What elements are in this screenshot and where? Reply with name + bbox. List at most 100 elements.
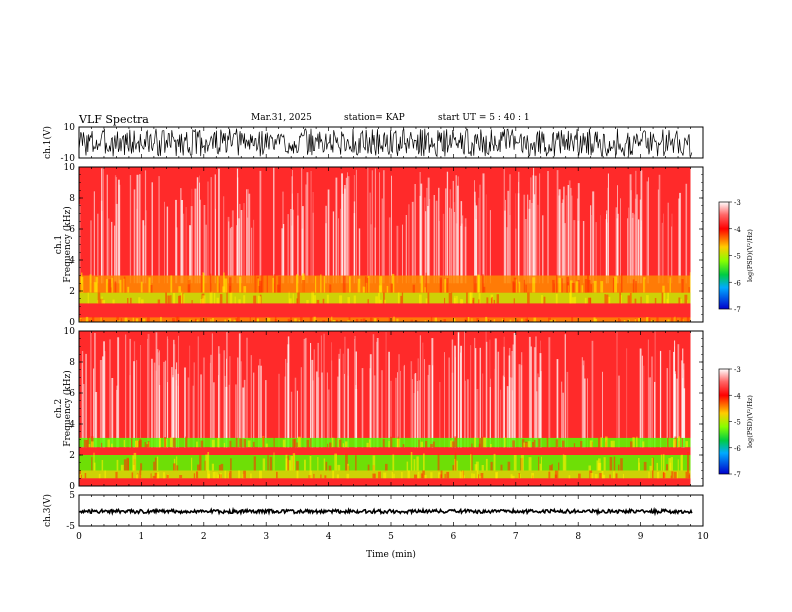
ch1-spectrogram-texture-streak xyxy=(189,225,192,284)
ch2-spectrogram-band-texture xyxy=(80,474,82,479)
ch2-spectrogram-band-texture xyxy=(680,454,683,471)
ch2-spectrogram-texture-streak xyxy=(376,341,378,448)
ch2-spectrogram-texture-streak xyxy=(347,348,349,448)
ch1-spectrogram-band-texture xyxy=(593,280,597,293)
ch2-spectrogram-band-texture xyxy=(666,464,669,471)
ch2-spectrogram-band-texture xyxy=(521,439,525,448)
ch1-spectrogram-band-texture xyxy=(311,291,314,304)
ch1-spectrogram-band-texture xyxy=(584,279,588,293)
ch2-spectrogram-band-texture xyxy=(402,444,405,448)
ch1-spectrogram-band-texture xyxy=(600,281,604,293)
ch2-spectrogram-texture-streak xyxy=(171,367,173,448)
time-tick-label: 10 xyxy=(697,532,709,542)
ch2-spectrogram-texture-streak xyxy=(285,358,287,448)
ch2-spectrogram-band-texture xyxy=(417,471,420,479)
ch1-spectrogram-texture-streak xyxy=(347,172,348,284)
ch1-spectrogram-band-texture xyxy=(629,292,632,304)
ch2-spectrogram-texture-streak xyxy=(674,374,676,448)
ch2-spectrogram-texture-streak xyxy=(337,376,339,448)
ch2-spectrogram-colorbar: -3 -4 -5 -6 -7 log(PSD)(V²/Hz) xyxy=(718,366,754,479)
ch1-spectrogram-texture-streak xyxy=(292,170,293,284)
ch2-spectrogram-band-texture xyxy=(605,436,608,448)
ch1-spectrogram-texture-streak xyxy=(164,201,165,284)
ch1-spectrogram-band-texture xyxy=(688,287,690,293)
ch2-spectrogram-texture-streak xyxy=(444,352,445,448)
ch2-spectrogram-band-texture xyxy=(479,438,481,448)
ch1-spectrogram-band-texture xyxy=(138,297,141,304)
ch1-spectrogram-band-texture xyxy=(323,276,326,293)
ch2-spectrogram-texture-streak xyxy=(163,361,165,448)
ch1-spectrogram-band-texture xyxy=(669,277,671,293)
ch1-spectrogram-texture-streak xyxy=(190,206,193,284)
ch1-spectrogram-texture-streak xyxy=(97,213,99,284)
ch2-spectrogram-band-texture xyxy=(355,455,357,471)
ch1-spectrogram-band-texture xyxy=(205,318,207,322)
ch2-spectrogram-texture-streak xyxy=(133,341,136,448)
ch1-spectrogram-texture-streak xyxy=(381,198,383,284)
ch2-spectrogram-band-texture xyxy=(563,455,567,471)
ch1-spectrogram-band-texture xyxy=(268,317,271,322)
ch2-spectrogram-band-texture xyxy=(651,457,653,471)
ch1-spectrogram-band-texture xyxy=(424,287,426,293)
ch1-spectrogram-texture-streak xyxy=(139,174,141,284)
ch1-spectrogram-band-texture xyxy=(273,274,276,293)
ch1-spectrogram-band-texture xyxy=(363,286,366,293)
ch1-spectrogram-texture-streak xyxy=(227,216,230,284)
ch2-spectrogram-band-texture xyxy=(391,471,394,479)
ch2-spectrogram-texture-streak xyxy=(388,351,390,448)
ch2-spectrogram-band-texture xyxy=(88,444,91,448)
ch2-spectrogram-band-texture xyxy=(490,461,493,471)
ch1-spectrogram-band-texture xyxy=(623,320,626,322)
ch1-spectrogram-band-texture xyxy=(202,272,204,293)
ch1-spectrogram-band-texture xyxy=(654,298,657,304)
ch1-spectrogram-band-texture xyxy=(322,298,325,304)
ch1-spectrogram-band-texture xyxy=(228,318,232,322)
ch1-spectrogram-texture-streak xyxy=(489,210,491,284)
ch1-spectrogram-band-texture xyxy=(257,295,261,304)
time-tick-label: 5 xyxy=(388,532,394,542)
ch1-spectrogram-band-texture xyxy=(619,290,621,304)
ch1-spectrogram-texture-streak xyxy=(133,189,136,284)
ch1-spectrogram-band-texture xyxy=(482,274,484,293)
ch1-spectrogram-band-texture xyxy=(634,298,637,304)
ch2-spectrogram-band-texture xyxy=(475,461,479,471)
ch2-spectrogram-y-tick-label: 10 xyxy=(64,327,76,337)
ch2-spectrogram-band-texture xyxy=(296,469,299,479)
ch1-spectrogram-band-texture xyxy=(297,292,300,304)
ch2-spectrogram-band-texture xyxy=(414,474,417,479)
ch1-spectrogram-band-texture xyxy=(570,280,573,293)
ch3-waveform-trace xyxy=(79,506,693,517)
ch1-spectrogram-band-texture xyxy=(355,318,359,322)
ch2-spectrogram-texture-streak xyxy=(197,336,199,448)
ch1-spectrogram-band-texture xyxy=(259,296,261,304)
ch1-spectrogram-texture-streak xyxy=(180,188,182,284)
ch1-spectrogram-texture-streak xyxy=(633,214,635,284)
ch2-spectrogram-band-texture xyxy=(127,458,129,471)
ch2-spectrogram-band-texture xyxy=(328,465,332,471)
ch1-spectrogram-band-texture xyxy=(313,295,316,304)
ch2-spectrogram-band-texture xyxy=(510,474,513,479)
ch2-spectrogram-band-texture xyxy=(325,461,328,471)
ch1-spectrogram-texture-streak xyxy=(301,206,304,284)
ch1-spectrogram-band-texture xyxy=(195,319,198,322)
ch2-spectrogram-band-texture xyxy=(324,475,327,479)
ch2-spectrogram-texture-streak xyxy=(682,348,684,448)
ch2-spectrogram-texture-streak xyxy=(184,367,186,448)
ch1-spectrogram-band-texture xyxy=(412,284,415,293)
ch1-spectrogram-texture-streak xyxy=(325,205,327,284)
ch2-spectrogram-texture-streak xyxy=(85,353,87,448)
ch1-spectrogram-texture-streak xyxy=(214,174,216,284)
ch2-spectrogram-band-texture xyxy=(438,472,441,479)
ch1-spectrogram-texture-streak xyxy=(678,198,680,284)
ch2-spectrogram-band-texture xyxy=(424,474,427,479)
ch2-spectrogram-band-texture xyxy=(580,441,583,448)
ch1-spectrogram-texture-streak xyxy=(111,221,113,284)
ch1-spectrogram-texture-streak xyxy=(640,170,643,284)
ch2-spectrogram-band-texture xyxy=(539,463,542,471)
ch1-spectrogram-texture-streak xyxy=(657,189,659,284)
ch1-spectrogram-band-texture xyxy=(451,292,453,304)
ch1-spectrogram-texture-streak xyxy=(142,220,145,284)
ch2-spectrogram-texture-streak xyxy=(419,335,421,448)
ch1-spectrogram-texture-streak xyxy=(102,167,104,284)
ch1-spectrogram-texture-streak xyxy=(570,187,572,284)
